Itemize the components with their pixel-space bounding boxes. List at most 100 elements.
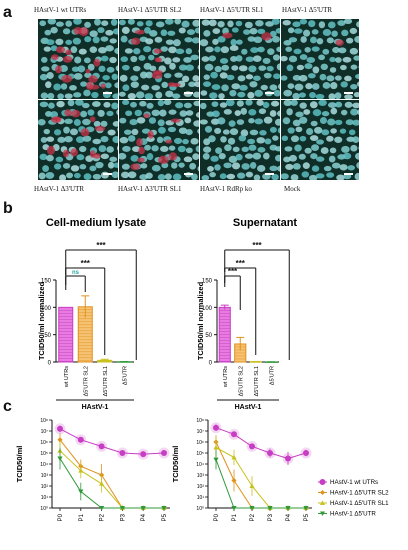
series-marker-3-d5-1 — [231, 506, 237, 511]
x-tick-label-1-2: Δ5'UTR SL1 — [254, 366, 260, 396]
log-y-label-3: TCID50/ml — [171, 446, 180, 483]
series-marker-halo-3-wt-5 — [300, 447, 312, 459]
sig-label-0-1: *** — [81, 259, 91, 268]
micrograph-label-d5: HAstV-1 Δ5'UTR — [282, 6, 333, 14]
series-marker-2-sl1-1 — [78, 468, 84, 473]
series-marker-2-d5-0 — [57, 456, 63, 462]
log-y-tick-label-2-8: 10⁸ — [40, 418, 48, 424]
scale-bar — [265, 92, 274, 94]
series-marker-3-wt-5 — [303, 450, 309, 456]
scale-bar — [184, 173, 193, 175]
series-marker-3-d5-5 — [303, 506, 309, 511]
series-marker-3-sl1-1 — [231, 454, 237, 460]
legend-label-sl2: HAstV-1 Δ5'UTR SL2 — [330, 490, 389, 497]
series-marker-2-wt-2 — [98, 443, 105, 450]
series-line-3-d5 — [215, 459, 306, 509]
log-y-tick-label-3-1: 10¹ — [197, 495, 205, 501]
log-y-tick-label-2-0: 10⁰ — [40, 506, 48, 512]
micrograph-label-wt-utrs: HAstV-1 wt UTRs — [34, 6, 87, 14]
log-y-tick-label-2-6: 10⁶ — [40, 440, 48, 446]
series-marker-3-wt-3 — [267, 450, 273, 456]
series-marker-2-d5-1 — [78, 489, 84, 495]
micrograph-d5-sl2 — [119, 19, 199, 99]
micrograph-label-d5-sl2: HAstV-1 Δ5'UTR SL2 — [118, 6, 182, 14]
log-y-tick-label-2-7: 10⁷ — [41, 429, 49, 435]
bar-1-0 — [218, 306, 231, 363]
legend-label-sl1: HAstV-1 Δ5'UTR SL1 — [330, 500, 389, 507]
log-y-tick-label-3-8: 10⁸ — [196, 418, 204, 424]
micrograph-rdrp-ko — [200, 100, 280, 180]
log-y-tick-label-2-3: 10³ — [41, 473, 49, 479]
sig-label-1-2: *** — [252, 241, 262, 250]
sig-label-0-2: *** — [96, 241, 106, 250]
y-axis-label-0: TCID50/ml normalized — [37, 281, 46, 360]
sig-label-0-0: ns — [72, 270, 80, 276]
micrograph-label-d3: HAstV-1 Δ3'UTR — [34, 185, 85, 193]
sig-label-1-1: *** — [236, 259, 246, 268]
series-marker-halo-2-wt-1 — [75, 434, 87, 446]
panel-letter-b: b — [3, 200, 13, 217]
sig-label-1-0: *** — [228, 267, 238, 276]
legend-marker-wt — [319, 479, 326, 485]
bar-0-0 — [58, 306, 74, 363]
log-y-tick-label-2-5: 10⁵ — [40, 451, 48, 457]
micrograph-d3-sl1 — [119, 100, 199, 180]
micrograph-label-d3-sl1: HAstV-1 Δ3'UTR SL1 — [118, 185, 182, 193]
log-x-tick-label-2-1: P1 — [79, 513, 85, 521]
log-y-tick-label-3-5: 10⁵ — [196, 451, 204, 457]
log-x-tick-label-2-5: P5 — [162, 513, 168, 521]
log-y-tick-label-2-1: 10¹ — [41, 495, 49, 501]
y-axis-label-1: TCID50/ml normalized — [196, 281, 205, 360]
x-tick-label-1-3: Δ5'UTR — [269, 366, 275, 385]
log-y-tick-label-3-0: 10⁰ — [196, 506, 204, 512]
series-marker-2-wt-0 — [57, 425, 63, 432]
legend-label-wt: HAstV-1 wt UTRs — [330, 479, 378, 486]
series-marker-3-sl1-0 — [213, 444, 219, 450]
log-y-tick-label-3-3: 10³ — [197, 473, 205, 479]
micrograph-label-mock: Mock — [284, 185, 301, 193]
series-line-3-sl2 — [215, 441, 306, 509]
micrograph-label-rdrp-ko: HAstV-1 RdRp ko — [200, 185, 252, 193]
micrograph-d5 — [281, 19, 359, 99]
series-marker-halo-3-wt-0 — [210, 422, 222, 434]
series-marker-2-d5-3 — [119, 506, 125, 511]
series-marker-2-d5-2 — [99, 506, 105, 511]
micrograph-label-d5-sl1: HAstV-1 Δ5'UTR SL1 — [200, 6, 264, 14]
x-tick-label-1-1: Δ5'UTR SL2 — [238, 366, 244, 396]
scale-bar — [344, 173, 353, 175]
y-tick-label-0-2: 100 — [41, 306, 52, 312]
series-marker-3-d5-2 — [249, 506, 255, 511]
group-label-0: HAstV-1 — [82, 404, 109, 411]
log-x-tick-label-2-4: P4 — [141, 513, 147, 521]
y-tick-label-1-3: 150 — [202, 279, 213, 285]
chart-title-0: Cell-medium lysate — [46, 217, 146, 229]
panel-letter-c: c — [3, 398, 12, 415]
legend-marker-sl1 — [320, 500, 325, 505]
log-y-tick-label-2-4: 10⁴ — [40, 462, 48, 468]
log-x-tick-label-3-4: P4 — [286, 513, 292, 521]
series-marker-2-wt-3 — [119, 450, 126, 456]
micrograph-d5-sl1 — [200, 19, 280, 99]
y-tick-label-1-2: 100 — [202, 306, 213, 312]
log-y-tick-label-3-4: 10⁴ — [196, 462, 204, 468]
y-tick-label-1-0: 0 — [209, 361, 213, 367]
log-y-tick-label-3-7: 10⁷ — [197, 429, 205, 435]
chart-title-1: Supernatant — [233, 217, 298, 229]
series-marker-halo-2-wt-3 — [116, 447, 128, 459]
series-line-2-wt — [59, 428, 165, 455]
scale-bar — [344, 92, 353, 94]
x-tick-label-0-1: Δ5'UTR SL2 — [83, 366, 89, 396]
series-marker-2-wt-5 — [161, 450, 167, 456]
series-marker-halo-2-wt-4 — [137, 448, 149, 460]
series-marker-halo-3-wt-2 — [246, 440, 258, 452]
series-marker-2-d5-4 — [140, 506, 146, 511]
series-marker-halo-2-wt-5 — [158, 447, 170, 459]
log-y-label-2: TCID50/ml — [15, 446, 24, 483]
series-marker-halo-3-wt-4 — [282, 453, 294, 464]
series-marker-halo-3-wt-3 — [264, 447, 276, 459]
y-tick-label-1-1: 50 — [205, 333, 212, 339]
log-x-tick-label-2-3: P3 — [120, 513, 126, 521]
series-line-3-wt — [215, 427, 307, 460]
series-marker-2-wt-4 — [140, 451, 147, 458]
series-marker-halo-2-wt-2 — [96, 440, 108, 452]
